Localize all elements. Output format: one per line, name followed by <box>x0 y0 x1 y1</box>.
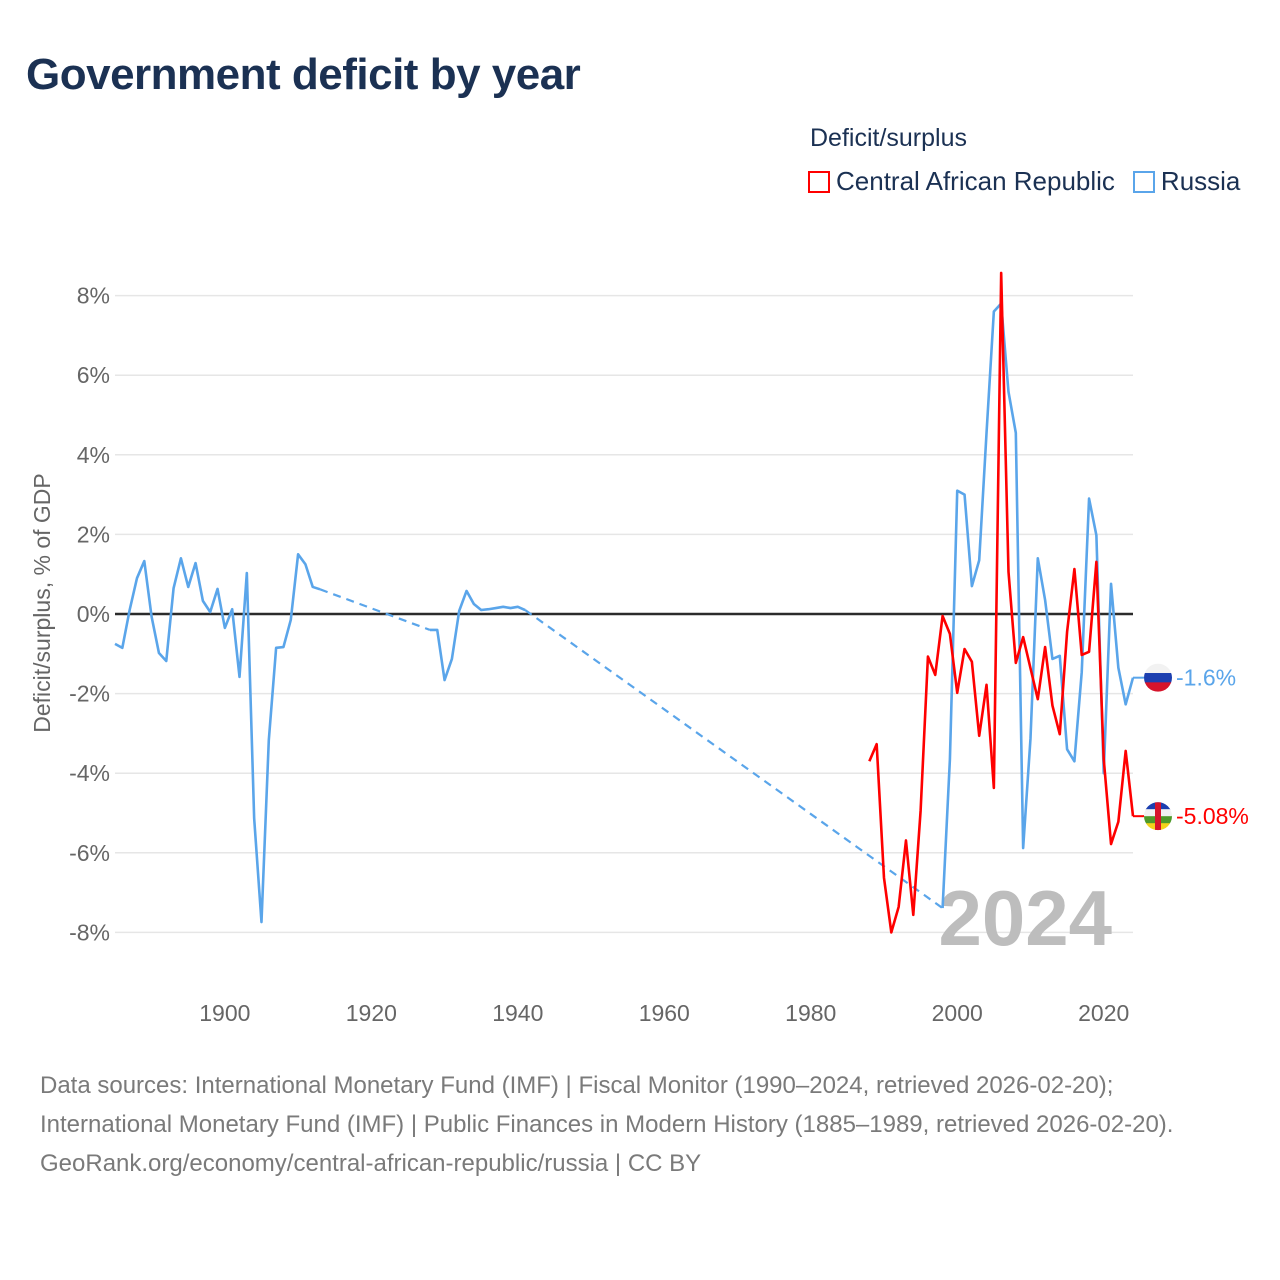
page-title: Government deficit by year <box>26 50 581 99</box>
legend: Central African Republic Russia <box>808 166 1240 197</box>
car-flag-icon <box>1144 802 1172 831</box>
y-tick-label: -6% <box>69 840 110 866</box>
y-tick-label: 8% <box>77 283 110 309</box>
end-value-label: -1.6% <box>1176 665 1236 691</box>
series-gap-russia <box>524 609 944 910</box>
y-tick-label: 4% <box>77 442 110 468</box>
legend-item-car[interactable]: Central African Republic <box>808 166 1115 197</box>
x-tick-label: 2020 <box>1078 1000 1129 1026</box>
x-tick-label: 1960 <box>639 1000 690 1026</box>
year-overlay: 2024 <box>938 874 1112 962</box>
x-tick-label: 2000 <box>932 1000 983 1026</box>
y-tick-label: -8% <box>69 919 110 945</box>
end-value-label: -5.08% <box>1176 803 1249 829</box>
legend-label: Russia <box>1160 166 1241 196</box>
series-line-car <box>868 271 1135 934</box>
attribution: GeoRank.org/economy/central-african-repu… <box>40 1150 702 1177</box>
russia-flag-icon <box>1144 663 1172 692</box>
x-tick-label: 1920 <box>346 1000 397 1026</box>
series-gap-russia <box>319 588 431 631</box>
legend-item-russia[interactable]: Russia <box>1132 166 1241 197</box>
series-line-russia <box>941 302 1135 909</box>
x-tick-label: 1980 <box>785 1000 836 1026</box>
series-line-russia <box>429 589 526 682</box>
y-tick-label: 0% <box>77 601 110 627</box>
y-tick-label: -4% <box>69 760 110 786</box>
footer: Data sources: International Monetary Fun… <box>40 1066 1240 1183</box>
legend-label: Central African Republic <box>836 166 1115 196</box>
y-tick-label: 2% <box>77 521 110 547</box>
x-tick-label: 1900 <box>199 1000 250 1026</box>
y-tick-label: 6% <box>77 362 110 388</box>
data-sources: Data sources: International Monetary Fun… <box>40 1072 1174 1138</box>
series-line-russia <box>114 552 321 924</box>
legend-swatch-car <box>808 170 830 193</box>
y-tick-label: -2% <box>69 681 110 707</box>
legend-swatch-russia <box>1132 170 1155 193</box>
x-tick-label: 1940 <box>492 1000 543 1026</box>
y-axis-title: Deficit/surplus, % of GDP <box>29 473 55 732</box>
legend-title: Deficit/surplus <box>810 124 967 152</box>
